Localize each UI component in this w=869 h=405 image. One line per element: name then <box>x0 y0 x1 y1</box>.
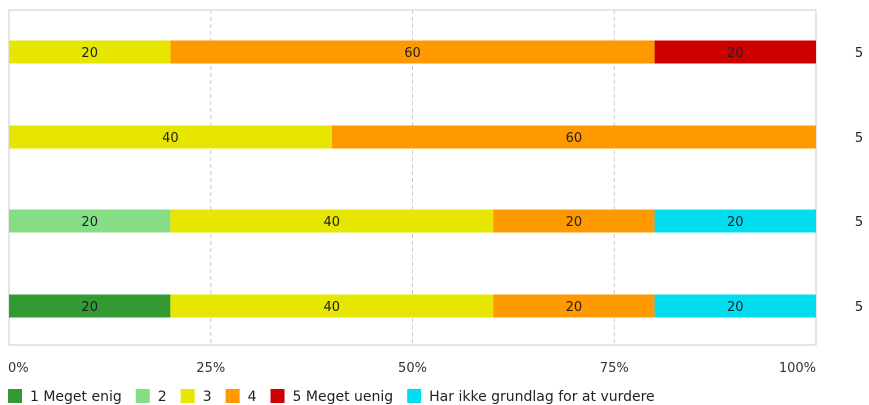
bar-segment <box>331 125 816 149</box>
row-counts: 5 5 5 5 <box>855 46 863 315</box>
x-tick-label: 25% <box>196 361 225 376</box>
data-label: 20 <box>727 215 744 230</box>
data-label: 40 <box>162 131 179 146</box>
bars: 20 60 20 40 60 20 40 20 20 20 40 20 20 <box>9 40 816 318</box>
bar-segment <box>654 40 816 64</box>
data-label: 60 <box>404 46 421 61</box>
legend-label: 1 Meget enig <box>30 389 122 405</box>
legend-label: Har ikke grundlag for at vurdere <box>429 389 655 405</box>
data-label: 20 <box>727 46 744 61</box>
bar-segment <box>493 209 655 233</box>
legend-swatch <box>407 389 422 403</box>
row-count: 5 <box>855 300 863 315</box>
legend-label: 2 <box>158 389 167 405</box>
legend-swatch <box>135 389 150 403</box>
data-label: 20 <box>81 46 98 61</box>
data-label: 60 <box>566 131 583 146</box>
row-count: 5 <box>855 46 863 61</box>
bar-segment <box>654 294 816 318</box>
bar-segment <box>170 294 494 318</box>
bar-segment <box>9 40 171 64</box>
data-label: 40 <box>324 300 341 315</box>
bar-segment <box>9 125 332 149</box>
bar-segment <box>9 294 171 318</box>
legend-label: 3 <box>203 389 212 405</box>
bar-segment <box>493 294 655 318</box>
legend-label: 4 <box>248 389 257 405</box>
legend-swatch <box>225 389 240 403</box>
bar-segment <box>654 209 816 233</box>
x-tick-label: 75% <box>600 361 629 376</box>
data-label: 20 <box>81 215 98 230</box>
row-count: 5 <box>855 215 863 230</box>
legend-label: 5 Meget uenig <box>293 389 394 405</box>
legend-swatch <box>8 389 22 403</box>
bar-segment <box>9 209 171 233</box>
data-label: 40 <box>324 215 341 230</box>
legend-swatch <box>270 389 285 403</box>
data-label: 20 <box>566 300 583 315</box>
data-label: 20 <box>566 215 583 230</box>
data-label: 20 <box>81 300 98 315</box>
x-tick-label: 0% <box>8 361 29 376</box>
bar-segment <box>170 209 494 233</box>
bar-segment <box>170 40 655 64</box>
data-label: 20 <box>727 300 744 315</box>
x-tick-label: 50% <box>398 361 427 376</box>
grid <box>8 9 817 346</box>
x-axis: 0% 25% 50% 75% 100% <box>8 361 816 376</box>
x-tick-label: 100% <box>779 361 816 376</box>
legend-swatch <box>180 389 195 403</box>
row-count: 5 <box>855 131 863 146</box>
legend: 1 Meget enig 2 3 4 5 Meget uenig Har ikke gru… <box>8 389 655 405</box>
